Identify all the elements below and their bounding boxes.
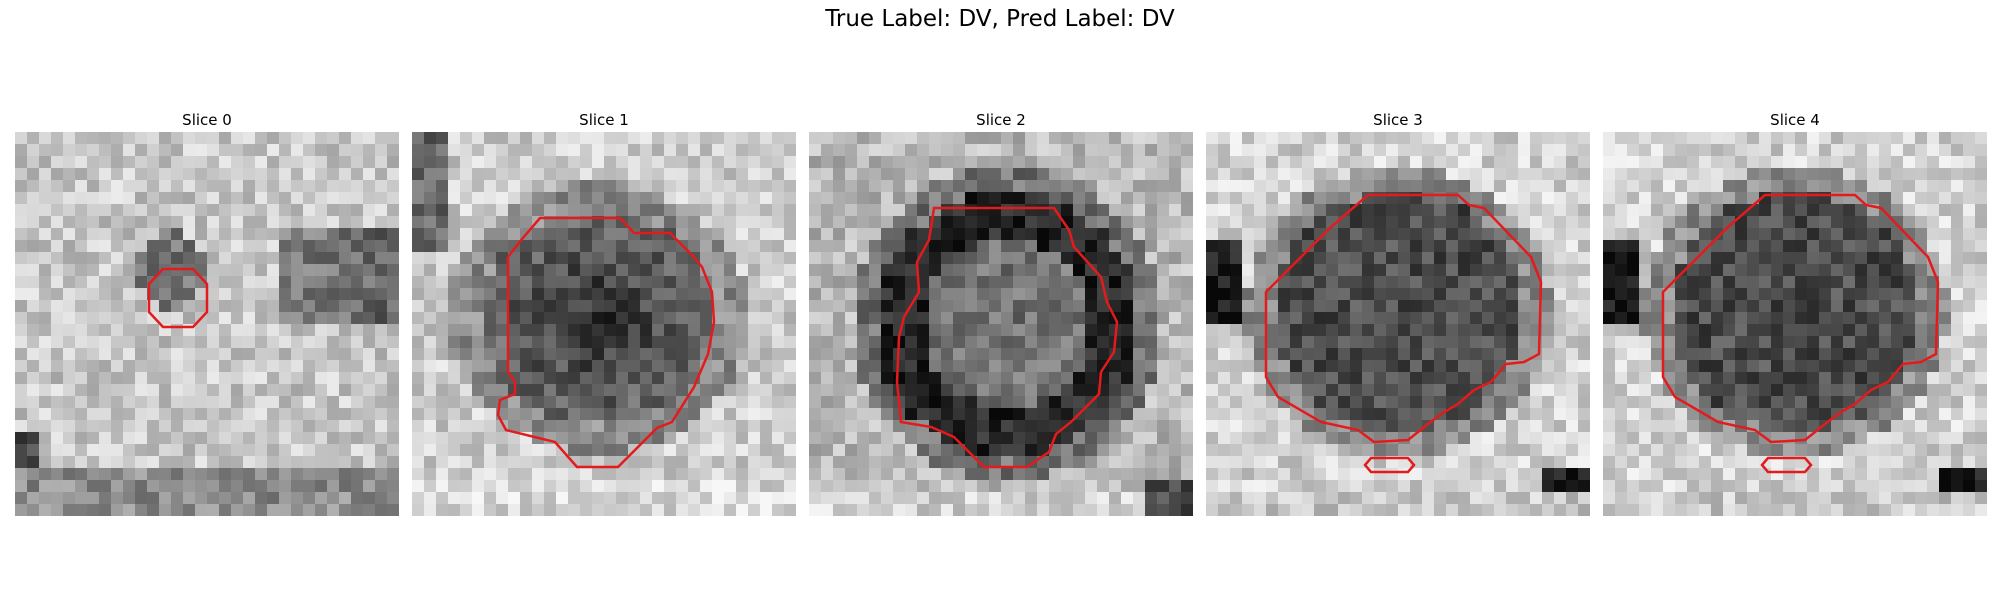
- segmentation-contour: [1264, 193, 1543, 444]
- slice-image-2: [809, 132, 1193, 516]
- slice-image-4: [1603, 132, 1987, 516]
- segmentation-contour: [895, 206, 1119, 469]
- figure-title: True Label: DV, Pred Label: DV: [825, 6, 1175, 32]
- slice-panel-2: Slice 2: [809, 108, 1193, 516]
- slice-title: Slice 4: [1770, 111, 1820, 129]
- segmentation-contour: [1760, 456, 1813, 474]
- slice-panel-1: Slice 1: [412, 108, 796, 516]
- segmentation-contour: [1661, 193, 1940, 444]
- segmentation-contour: [496, 216, 716, 469]
- slice-panel-0: Slice 0: [15, 108, 399, 516]
- grayscale-pixels: [412, 132, 796, 516]
- slice-panel-4: Slice 4: [1603, 108, 1987, 516]
- segmentation-contour: [1363, 456, 1416, 474]
- slice-image-1: [412, 132, 796, 516]
- slice-title: Slice 2: [976, 111, 1026, 129]
- grayscale-pixels: [809, 132, 1193, 516]
- segmentation-contour: [147, 267, 209, 329]
- slice-title: Slice 3: [1373, 111, 1423, 129]
- grayscale-pixels: [15, 132, 399, 516]
- grayscale-pixels: [1206, 132, 1590, 516]
- slice-image-0: [15, 132, 399, 516]
- slice-title: Slice 0: [182, 111, 232, 129]
- slice-title: Slice 1: [579, 111, 629, 129]
- slice-image-3: [1206, 132, 1590, 516]
- slice-panel-3: Slice 3: [1206, 108, 1590, 516]
